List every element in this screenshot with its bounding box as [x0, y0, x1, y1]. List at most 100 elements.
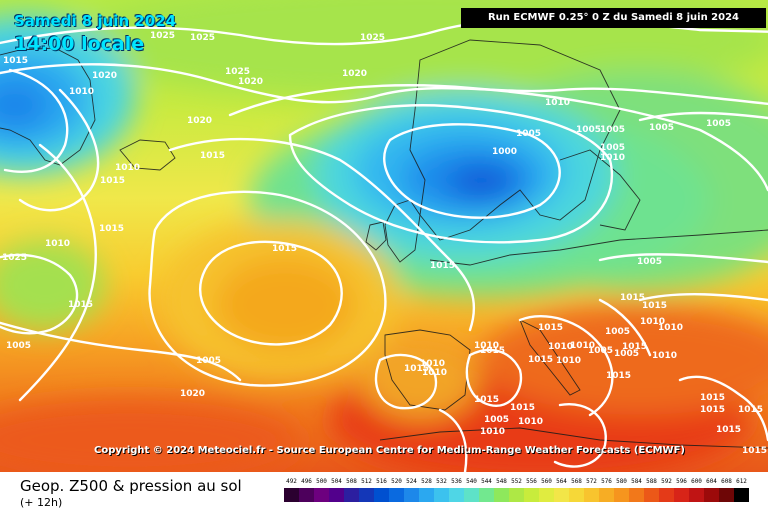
- isobar-1025-high-outer: [148, 190, 387, 387]
- legend-swatch: [404, 488, 419, 502]
- isobar-1020-north: [0, 63, 768, 105]
- legend-label: 572: [586, 478, 597, 485]
- isobar-1010-low: [228, 84, 768, 192]
- isobar-1015-spain: [374, 353, 438, 410]
- baltic-coast: [559, 149, 641, 231]
- isobar-label: 1010: [548, 342, 573, 352]
- legend-label: 564: [556, 478, 567, 485]
- legend-swatch: [674, 488, 689, 502]
- isobar-label: 1005: [605, 327, 630, 337]
- isobar-label: 1015: [272, 244, 297, 254]
- isobar-1010-africa-w: [438, 408, 468, 472]
- isobar-label: 1025: [150, 31, 175, 41]
- isobar-label: 1010: [658, 323, 683, 333]
- isobar-1020-west: [0, 321, 242, 382]
- iceland-coast: [119, 139, 176, 171]
- legend-swatch: [554, 488, 569, 502]
- legend-swatch: [614, 488, 629, 502]
- legend-label: 612: [736, 478, 747, 485]
- legend-swatch: [314, 488, 329, 502]
- isobar-label: 1005: [600, 125, 625, 135]
- isobar-label: 1015: [742, 446, 767, 456]
- legend-swatch: [584, 488, 599, 502]
- isobar-1000-low: [383, 123, 561, 219]
- isobar-label: 1010: [600, 153, 625, 163]
- europe-coast: [429, 229, 768, 266]
- isobar-1005-ne: [638, 111, 768, 122]
- legend-label: 556: [526, 478, 537, 485]
- legend-label: 560: [541, 478, 552, 485]
- map-title: Geop. Z500 & pression au sol: [20, 477, 242, 495]
- legend-swatch: [449, 488, 464, 502]
- isobar-label: 1010: [420, 359, 445, 369]
- isobar-label: 1015: [538, 323, 563, 333]
- legend-swatch: [659, 488, 674, 502]
- legend-swatch: [479, 488, 494, 502]
- legend-swatch: [329, 488, 344, 502]
- isobar-label: 1015: [738, 405, 763, 415]
- legend-swatch: [299, 488, 314, 502]
- legend-swatch: [359, 488, 374, 502]
- legend-swatch: [539, 488, 554, 502]
- isobar-label: 1015: [100, 176, 125, 186]
- isobar-label: 1020: [92, 71, 117, 81]
- legend-label: 596: [676, 478, 687, 485]
- legend-swatch: [704, 488, 719, 502]
- isobar-1010-east: [638, 293, 768, 302]
- isobar-1015-greenland: [18, 88, 100, 212]
- legend-label: 528: [421, 478, 432, 485]
- isobar-label: 1025: [360, 33, 385, 43]
- legend-swatch: [734, 488, 749, 502]
- legend-label: 496: [301, 478, 312, 485]
- isobar-1025-high-inner: [198, 240, 343, 346]
- isobar-label: 1015: [3, 56, 28, 66]
- isobar-1015-north: [168, 137, 476, 332]
- isobar-label: 1000: [492, 147, 517, 157]
- iberia-coast: [384, 329, 471, 411]
- forecast-offset: (+ 12h): [20, 496, 63, 509]
- isobar-label: 1020: [187, 116, 212, 126]
- isobar-label: 1005: [637, 257, 662, 267]
- isobar-1015-west: [18, 143, 97, 402]
- legend-label: 592: [661, 478, 672, 485]
- isobar-label: 1015: [68, 300, 93, 310]
- forecast-date: Samedi 8 juin 2024: [14, 12, 177, 30]
- isobar-label: 1015: [430, 261, 455, 271]
- legend-label: 576: [601, 478, 612, 485]
- legend-swatch: [374, 488, 389, 502]
- isobar-label: 1015: [474, 395, 499, 405]
- legend-label: 492: [286, 478, 297, 485]
- isobar-1015-italy: [518, 315, 614, 417]
- isobar-label: 1015: [700, 405, 725, 415]
- isobar-label: 1010: [518, 417, 543, 427]
- isobar-label: 1020: [342, 69, 367, 79]
- legend-label: 520: [391, 478, 402, 485]
- isobar-label: 1005: [600, 143, 625, 153]
- isobar-1010-greenland: [3, 68, 69, 173]
- isobar-label: 1025: [2, 253, 27, 263]
- isobar-1015-east: [598, 253, 768, 264]
- copyright-text: Copyright © 2024 Meteociel.fr - Source E…: [94, 445, 685, 456]
- legend-label: 552: [511, 478, 522, 485]
- legend-swatch: [389, 488, 404, 502]
- isobar-label: 1010: [545, 98, 570, 108]
- isobar-label: 1015: [642, 301, 667, 311]
- isobar-label: 1010: [480, 427, 505, 437]
- isobar-label: 1005: [649, 123, 674, 133]
- legend-label: 516: [376, 478, 387, 485]
- legend-label: 532: [436, 478, 447, 485]
- isobar-label: 1025: [225, 67, 250, 77]
- isobar-label: 1005: [6, 341, 31, 351]
- isobar-label: 1015: [528, 355, 553, 365]
- legend-swatch: [344, 488, 359, 502]
- isobar-label: 1020: [180, 389, 205, 399]
- legend-swatch: [464, 488, 479, 502]
- isobar-label: 1015: [606, 371, 631, 381]
- isobar-label: 1010: [115, 163, 140, 173]
- legend-label: 540: [466, 478, 477, 485]
- legend-label: 544: [481, 478, 492, 485]
- isobar-label: 1015: [510, 403, 535, 413]
- ireland-coast: [365, 221, 387, 251]
- z500-field-shading: [0, 0, 768, 472]
- isobar-label: 1010: [422, 368, 447, 378]
